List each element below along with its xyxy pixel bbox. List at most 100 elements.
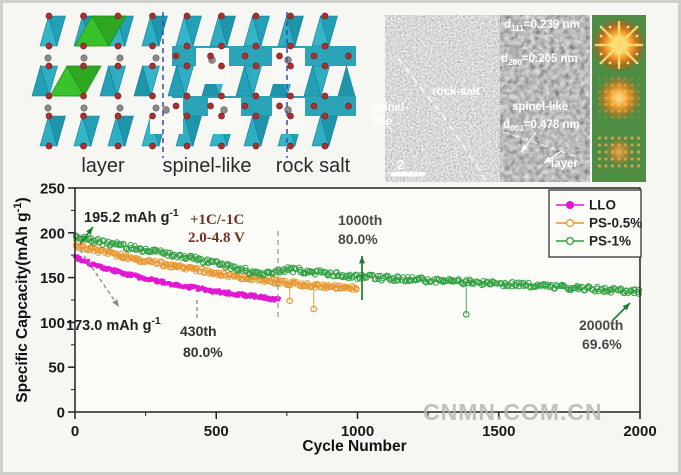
tem-label-d-spacing-200: d200=0.205 nm xyxy=(501,53,578,67)
oxygen-atom xyxy=(321,112,329,120)
lithium-atom xyxy=(44,54,52,62)
oxygen-atom xyxy=(80,92,87,100)
oxygen-atom xyxy=(252,142,260,150)
oxygen-atom xyxy=(45,112,53,120)
oxygen-atom xyxy=(287,112,294,120)
oxygen-atom xyxy=(287,62,294,70)
oxygen-atom xyxy=(252,112,260,120)
oxygen-atom xyxy=(183,142,191,150)
merged-slab-region xyxy=(172,96,356,116)
annotation-2000th: 2000th xyxy=(579,317,623,333)
tem-label-inset-layer: layer xyxy=(551,158,578,170)
tem-label-region-spinel-line2: like xyxy=(373,116,392,128)
series-llo xyxy=(73,253,282,303)
tem-image-panel: 2 spinel-like rock-salt d111=0.239 nm d200=0… xyxy=(371,15,590,182)
oxygen-atom xyxy=(183,92,191,100)
lithium-atom xyxy=(152,104,160,112)
oxygen-atom xyxy=(321,92,329,100)
oxygen-atom xyxy=(80,142,87,150)
lithium-atom xyxy=(152,54,160,62)
oxygen-atom xyxy=(114,142,122,150)
lithium-atom xyxy=(80,54,88,62)
oxygen-atom xyxy=(183,62,191,70)
oxygen-atom xyxy=(218,12,225,20)
axes-ticks: 0 50 100 150 200 250 0 500 1000 1500 2000 xyxy=(40,181,657,441)
x-tick-label-1000: 1000 xyxy=(341,423,374,440)
y-tick-label-50: 50 xyxy=(48,360,65,377)
oxygen-atom xyxy=(287,92,294,100)
y-tick-label-250: 250 xyxy=(40,181,65,198)
oxygen-atom xyxy=(149,42,156,50)
oxygen-atom xyxy=(114,112,122,120)
lithium-atom xyxy=(44,104,52,112)
oxygen-atom xyxy=(218,142,225,150)
filled-circle-marker-icon xyxy=(565,200,575,210)
oxygen-atom xyxy=(114,42,122,50)
legend-entry-ps-1-: PS-1% xyxy=(556,234,631,249)
oxygen-atom xyxy=(114,12,122,20)
oxygen-atom xyxy=(80,112,87,120)
annotation-2.0-4.8-v: 2.0-4.8 V xyxy=(188,230,245,246)
oxygen-atom xyxy=(80,42,87,50)
oxygen-atom xyxy=(287,42,294,50)
oxygen-atom xyxy=(45,12,53,20)
outlier-point xyxy=(462,310,470,318)
crystal-structure-panel: layer spinel-like rock salt xyxy=(31,12,356,177)
oxygen-atom xyxy=(114,92,122,100)
oxygen-atom xyxy=(183,42,191,50)
annotation-80.0%: 80.0% xyxy=(183,344,223,360)
crystal-label-layer: layer xyxy=(81,155,125,177)
series-ps-0-5- xyxy=(73,240,360,313)
oxygen-atom xyxy=(218,62,225,70)
oxygen-atom xyxy=(321,142,329,150)
oxygen-atom xyxy=(80,12,87,20)
scale-bar-label: 2 xyxy=(397,157,404,172)
oxygen-atom xyxy=(252,62,260,70)
tem-label-region-spinel-line1: spinel- xyxy=(371,102,408,114)
oxygen-atom xyxy=(45,142,53,150)
plot-area xyxy=(75,188,640,412)
oxygen-atom xyxy=(149,62,156,70)
legend-entry-ps-0-5-: PS-0.5% xyxy=(556,216,642,231)
annotation-195.2-mah-g-: 195.2 mAh g-1 xyxy=(84,208,179,226)
oxygen-atom xyxy=(287,142,294,150)
annotation-69.6%: 69.6% xyxy=(582,336,622,352)
oxygen-atom xyxy=(218,42,225,50)
y-tick-label-200: 200 xyxy=(40,225,65,242)
annotation-430th: 430th xyxy=(180,323,217,339)
outlier-point xyxy=(286,297,294,305)
annotation-80.0%: 80.0% xyxy=(338,231,378,247)
annotation-arrows xyxy=(79,226,631,322)
oxygen-atom xyxy=(183,112,191,120)
oxygen-atom xyxy=(149,142,156,150)
tem-label-region-rock-salt: rock-salt xyxy=(432,86,480,98)
lithium-atom xyxy=(116,54,124,62)
legend-label-ps-0-5-: PS-0.5% xyxy=(589,216,642,231)
legend-label-ps-1-: PS-1% xyxy=(589,234,631,249)
oxygen-atom xyxy=(45,42,53,50)
annotation-173.0-mah-g-: 173.0 mAh g-1 xyxy=(66,316,161,334)
oxygen-atom xyxy=(149,12,156,20)
oxygen-atom xyxy=(321,62,329,70)
oxygen-atom xyxy=(80,62,87,70)
open-circle-marker-icon xyxy=(565,236,575,246)
substituent-octahedron xyxy=(91,15,127,47)
open-circle-marker-icon xyxy=(565,218,575,228)
lattice-dots xyxy=(500,17,589,179)
y-tick-label-150: 150 xyxy=(40,270,65,287)
crystal-label-rock-salt: rock salt xyxy=(276,155,351,177)
legend-entry-llo: LLO xyxy=(556,198,616,213)
outlier-point xyxy=(310,305,318,313)
y-axis-title: Specific Capcacity(mAh g-1) xyxy=(12,197,31,402)
oxygen-atom xyxy=(149,112,156,120)
lithium-atom xyxy=(80,104,88,112)
x-axis-title: Cycle Number xyxy=(302,438,406,455)
oxygen-atom xyxy=(218,92,225,100)
tem-label-d-spacing-111: d111=0.239 nm xyxy=(504,19,580,33)
oxygen-atom xyxy=(252,92,260,100)
series-ps-1- xyxy=(73,232,642,318)
oxygen-atom xyxy=(321,42,329,50)
plot-frame xyxy=(74,187,641,413)
